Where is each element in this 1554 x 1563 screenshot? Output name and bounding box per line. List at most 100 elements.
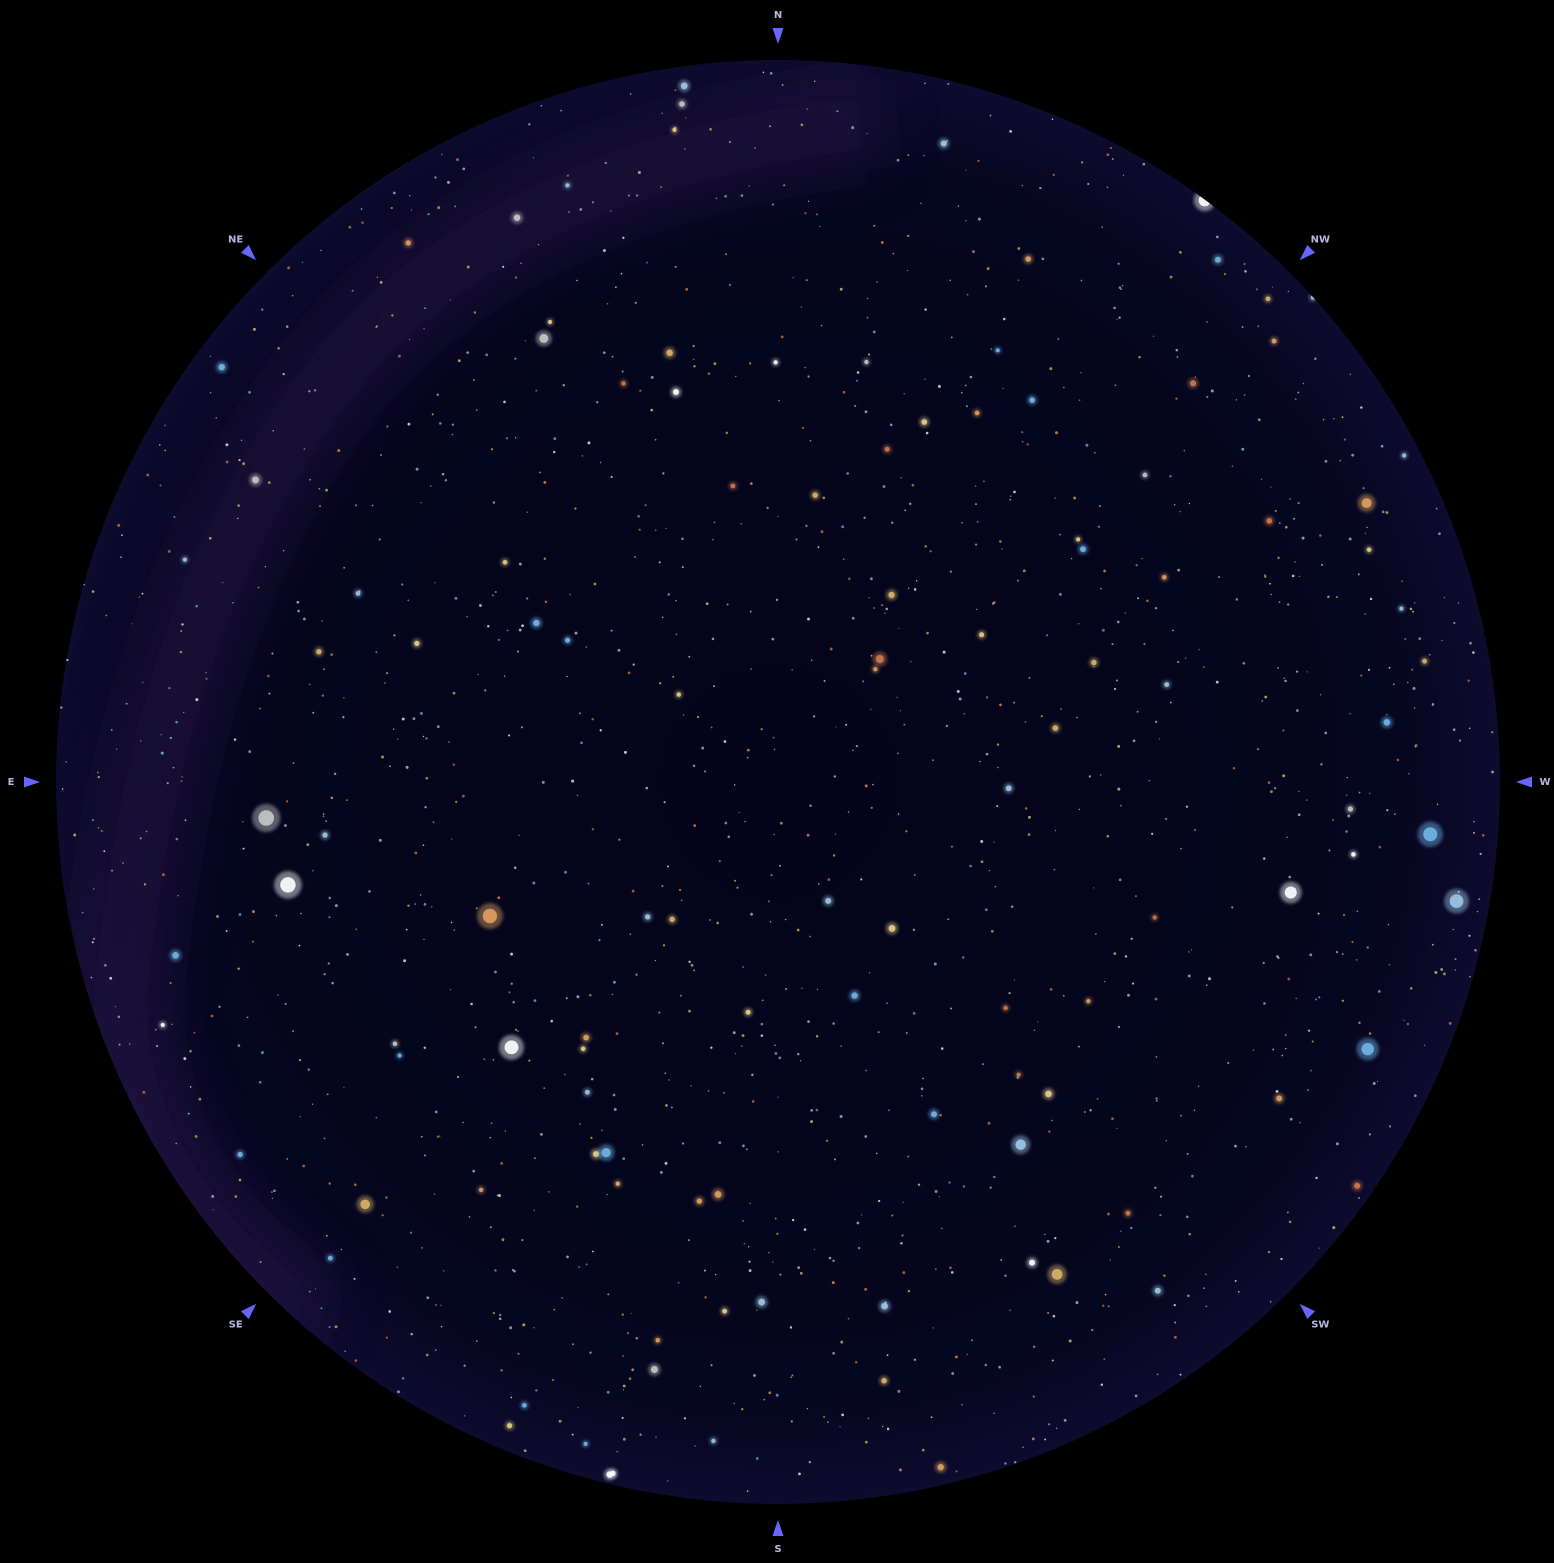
star <box>1476 910 1479 913</box>
star <box>1297 813 1301 817</box>
star <box>779 1273 782 1276</box>
star <box>709 128 712 131</box>
star <box>319 505 321 508</box>
star <box>1376 1080 1379 1083</box>
star <box>517 1030 519 1032</box>
star <box>311 1103 314 1105</box>
star <box>896 158 900 162</box>
star <box>1046 634 1049 637</box>
star <box>237 517 239 520</box>
star <box>1188 502 1191 505</box>
star <box>1111 158 1114 161</box>
star <box>439 1135 441 1137</box>
sky-dome <box>56 60 1500 1504</box>
star <box>397 1390 400 1394</box>
star <box>1080 372 1082 374</box>
star <box>696 1198 703 1204</box>
star <box>477 673 479 676</box>
star <box>885 607 889 611</box>
star <box>456 158 459 162</box>
star <box>1068 1339 1072 1343</box>
star <box>847 811 850 813</box>
star <box>401 583 404 586</box>
star <box>414 640 420 646</box>
star <box>1457 890 1460 894</box>
star <box>308 390 311 393</box>
star <box>1136 710 1139 713</box>
star <box>832 854 836 857</box>
star <box>633 555 636 559</box>
star <box>886 1002 888 1005</box>
star <box>1319 534 1322 537</box>
star <box>844 723 848 727</box>
star <box>284 824 287 827</box>
star <box>574 507 577 510</box>
star <box>817 883 820 885</box>
star <box>591 201 594 204</box>
star <box>473 311 477 314</box>
star <box>661 112 663 114</box>
star <box>355 928 357 930</box>
star <box>806 833 810 837</box>
star <box>189 1086 192 1088</box>
star <box>950 1007 953 1010</box>
star <box>392 1041 398 1047</box>
star <box>1155 720 1158 723</box>
star <box>634 301 637 304</box>
star <box>483 1058 486 1061</box>
star <box>976 608 978 610</box>
star <box>1358 791 1361 794</box>
star <box>872 783 874 786</box>
star <box>710 1046 713 1049</box>
star <box>547 1190 550 1193</box>
star <box>267 674 270 678</box>
star <box>823 679 826 682</box>
star <box>540 104 543 107</box>
star <box>851 992 858 999</box>
star <box>958 697 962 701</box>
star <box>1009 130 1012 133</box>
star <box>966 1353 969 1356</box>
star <box>991 929 994 933</box>
star <box>566 675 568 678</box>
star <box>180 630 183 632</box>
star <box>90 976 93 979</box>
star <box>610 475 613 478</box>
star <box>777 515 779 518</box>
star <box>371 504 374 507</box>
star <box>734 879 737 882</box>
star <box>407 422 411 426</box>
star <box>1333 418 1335 420</box>
star <box>913 1358 917 1362</box>
star <box>509 1326 513 1330</box>
star <box>172 952 179 959</box>
star <box>225 460 229 464</box>
star <box>954 1355 958 1359</box>
star <box>1076 716 1078 719</box>
star <box>1449 894 1464 908</box>
star <box>851 126 855 130</box>
star <box>490 448 494 451</box>
star <box>1111 643 1114 646</box>
star <box>806 108 808 110</box>
star <box>513 214 521 221</box>
star <box>97 826 100 829</box>
star <box>897 813 900 815</box>
star <box>314 1288 317 1290</box>
star <box>1215 680 1219 684</box>
star <box>1033 1029 1036 1031</box>
star <box>785 988 788 991</box>
star <box>854 1361 858 1364</box>
star <box>746 1148 748 1151</box>
star <box>907 234 910 237</box>
star <box>622 1384 626 1388</box>
star <box>212 1209 214 1211</box>
star <box>1366 946 1369 949</box>
star <box>769 921 772 923</box>
star <box>681 1142 685 1145</box>
star <box>550 1019 553 1023</box>
star <box>1289 1117 1293 1121</box>
star <box>491 594 494 597</box>
star <box>900 1242 903 1245</box>
